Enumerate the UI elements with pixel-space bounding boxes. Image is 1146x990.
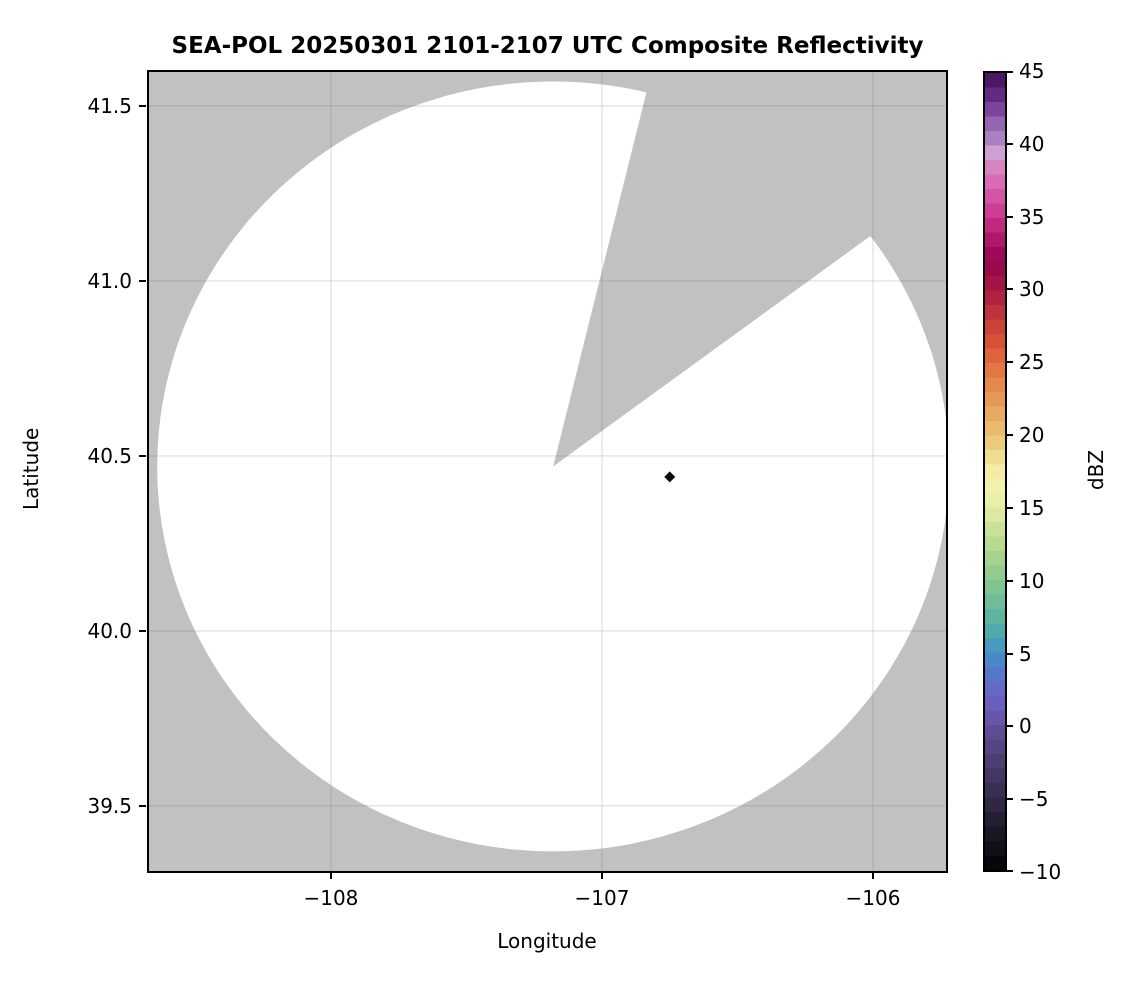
colorbar-tick-label: 20 [1019, 423, 1045, 448]
colorbar-tick-label: 15 [1019, 495, 1045, 520]
y-tick-mark [139, 454, 146, 457]
y-tick-mark [139, 279, 146, 282]
colorbar-tick-mark [1007, 215, 1013, 218]
colorbar-tick-mark [1007, 142, 1013, 145]
y-tick-mark [139, 629, 146, 632]
colorbar-tick-label: 10 [1019, 568, 1045, 593]
colorbar-tick-mark [1007, 506, 1013, 509]
x-tick-mark [329, 872, 332, 879]
colorbar-gradient [985, 73, 1005, 870]
x-tick-label: −108 [303, 886, 359, 910]
radar-plot-svg [148, 10, 950, 872]
x-tick-label: −106 [845, 886, 901, 910]
y-axis-label: Latitude [19, 427, 43, 510]
x-tick-mark [600, 872, 603, 879]
colorbar-tick-label: 25 [1019, 350, 1045, 375]
colorbar-tick-label: −10 [1019, 860, 1062, 884]
y-tick-label: 40.0 [87, 618, 132, 643]
echo-marker [664, 471, 676, 483]
radar-plot [148, 10, 950, 872]
colorbar-tick-mark [1007, 71, 1013, 73]
y-tick-label: 40.5 [87, 443, 132, 468]
colorbar-tick-mark [1007, 361, 1013, 364]
colorbar-tick-label: 40 [1019, 131, 1045, 156]
colorbar-tick-label: −5 [1019, 787, 1049, 812]
x-tick-label: −107 [574, 886, 630, 910]
colorbar-tick-mark [1007, 579, 1013, 582]
colorbar-tick-label: 5 [1019, 641, 1032, 666]
colorbar-tick-mark [1007, 288, 1013, 291]
colorbar-tick-label: 0 [1019, 714, 1032, 739]
x-tick-mark [872, 872, 874, 879]
y-tick-mark [139, 104, 146, 107]
colorbar-tick-mark [1007, 798, 1013, 801]
chart-title: SEA-POL 20250301 2101-2107 UTC Composite… [171, 33, 924, 59]
colorbar-tick-mark [1007, 434, 1013, 437]
colorbar-tick-label: 30 [1019, 277, 1045, 302]
y-tick-label: 39.5 [87, 793, 132, 818]
y-tick-mark [139, 804, 146, 807]
y-tick-label: 41.0 [87, 268, 132, 293]
colorbar-tick-label: 35 [1019, 204, 1045, 229]
y-tick-label: 41.5 [87, 93, 132, 118]
colorbar [983, 71, 1007, 872]
colorbar-tick-label: 45 [1019, 59, 1045, 83]
missing-sector-wedge [553, 10, 934, 467]
colorbar-tick-mark [1007, 725, 1013, 728]
x-axis-label: Longitude [497, 929, 597, 953]
colorbar-tick-mark [1007, 652, 1013, 655]
colorbar-tick-mark [1007, 870, 1013, 872]
colorbar-label: dBZ [1084, 449, 1108, 491]
